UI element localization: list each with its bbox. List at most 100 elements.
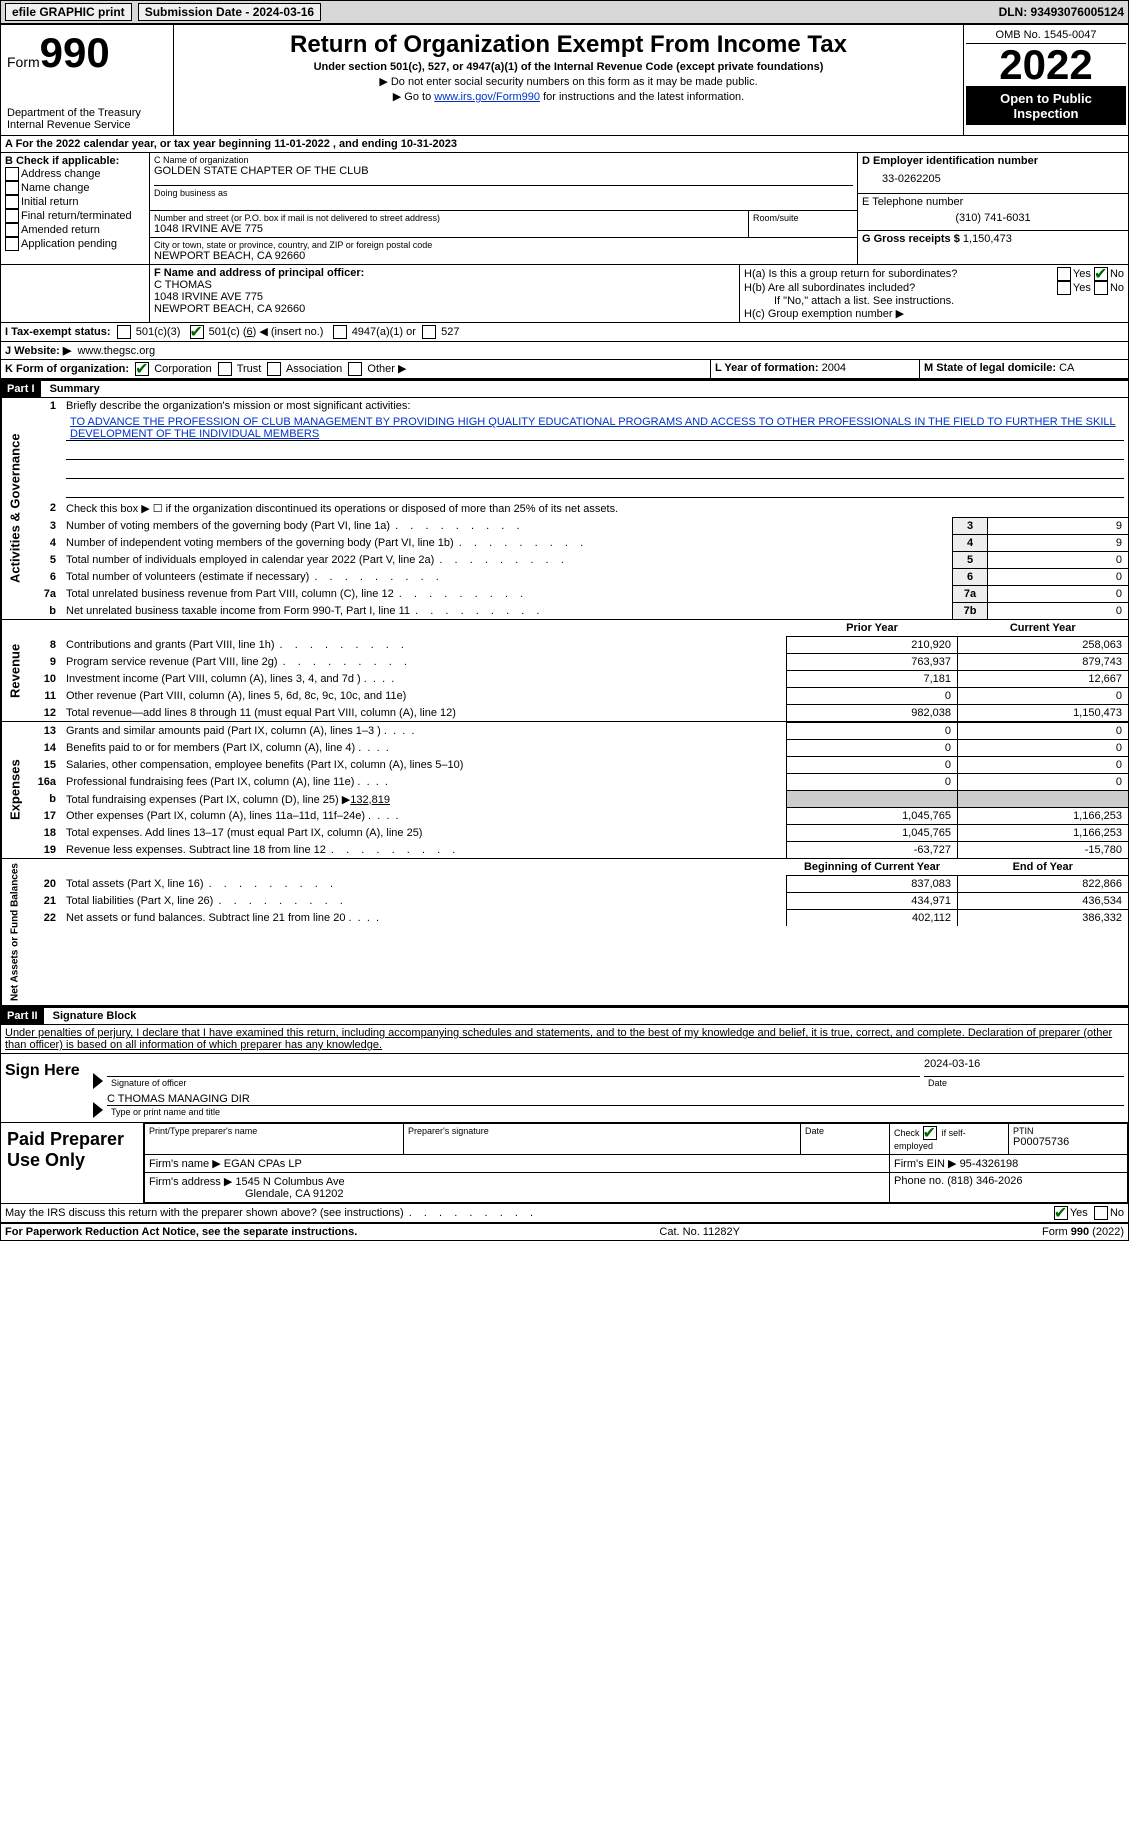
year-formation-label: L Year of formation:	[715, 362, 819, 374]
assoc-checkbox[interactable]	[267, 362, 281, 376]
officer-h-block: F Name and address of principal officer:…	[1, 265, 1128, 323]
submission-date-button[interactable]: Submission Date - 2024-03-16	[138, 3, 321, 21]
tax-exempt-label: I Tax-exempt status:	[5, 326, 111, 338]
website-row: J Website: ▶ www.thegsc.org	[1, 342, 1128, 360]
form-title: Return of Organization Exempt From Incom…	[180, 31, 957, 59]
dln-label: DLN: 93493076005124	[999, 5, 1124, 19]
corp-checkbox[interactable]	[135, 362, 149, 376]
l14-curr: 0	[958, 740, 1129, 757]
l20-text: Total assets (Part X, line 16)	[66, 878, 335, 890]
l9-curr: 879,743	[958, 654, 1129, 671]
l13-curr: 0	[958, 723, 1129, 740]
prep-check-pre: Check	[894, 1128, 920, 1138]
discuss-yes-checkbox[interactable]	[1054, 1206, 1068, 1220]
firm-ein-value: 95-4326198	[960, 1158, 1019, 1170]
firm-phone-label: Phone no.	[894, 1175, 944, 1187]
assoc-label: Association	[286, 363, 342, 375]
l16b-text: Total fundraising expenses (Part IX, col…	[66, 794, 350, 806]
501c-checkbox[interactable]	[190, 325, 204, 339]
initial-return-label: Initial return	[21, 196, 78, 208]
part-ii-header: Part II Signature Block	[1, 1006, 1128, 1025]
l14-prior: 0	[787, 740, 958, 757]
l11-text: Other revenue (Part VIII, column (A), li…	[66, 690, 406, 702]
discuss-text: May the IRS discuss this return with the…	[5, 1207, 1054, 1219]
527-checkbox[interactable]	[422, 325, 436, 339]
other-checkbox[interactable]	[348, 362, 362, 376]
footer-left: For Paperwork Reduction Act Notice, see …	[5, 1226, 357, 1238]
goto-note: ▶ Go to www.irs.gov/Form990 for instruct…	[180, 90, 957, 103]
addr-change-checkbox[interactable]	[5, 167, 19, 181]
l13-prior: 0	[787, 723, 958, 740]
klm-row: K Form of organization: Corporation Trus…	[1, 360, 1128, 379]
self-emp-checkbox[interactable]	[923, 1126, 937, 1140]
page-footer: For Paperwork Reduction Act Notice, see …	[1, 1223, 1128, 1240]
amended-return-checkbox[interactable]	[5, 223, 19, 237]
l15-text: Salaries, other compensation, employee b…	[66, 759, 463, 771]
box-b-header: B Check if applicable:	[5, 155, 145, 167]
4947-checkbox[interactable]	[333, 325, 347, 339]
ha-no: No	[1110, 268, 1124, 280]
l12-prior: 982,038	[787, 705, 958, 722]
tax-exempt-row: I Tax-exempt status: 501(c)(3) 501(c) (6…	[1, 323, 1128, 342]
trust-checkbox[interactable]	[218, 362, 232, 376]
l5-text: Total number of individuals employed in …	[66, 554, 566, 566]
l18-curr: 1,166,253	[958, 825, 1129, 842]
firm-name-label: Firm's name ▶	[149, 1158, 221, 1170]
l14-text: Benefits paid to or for members (Part IX…	[66, 742, 389, 754]
ha-label: H(a) Is this a group return for subordin…	[744, 268, 1057, 280]
l16a-prior: 0	[787, 774, 958, 791]
form-subtitle: Under section 501(c), 527, or 4947(a)(1)…	[180, 61, 957, 73]
l7a-value: 0	[988, 586, 1129, 603]
l10-prior: 7,181	[787, 671, 958, 688]
hb-label: H(b) Are all subordinates included?	[744, 282, 1057, 294]
net-assets-section: Net Assets or Fund Balances Beginning of…	[1, 859, 1128, 1006]
l16b-value: 132,819	[350, 794, 390, 806]
ein-value: 33-0262205	[862, 167, 1124, 191]
l11-prior: 0	[787, 688, 958, 705]
revenue-sidebar: Revenue	[1, 620, 28, 721]
l2-text: Check this box ▶ ☐ if the organization d…	[62, 500, 1128, 518]
l11-curr: 0	[958, 688, 1129, 705]
app-pending-label: Application pending	[21, 238, 117, 250]
footer-right: Form 990 (2022)	[1042, 1226, 1124, 1238]
ha-no-checkbox[interactable]	[1094, 267, 1108, 281]
ptin-label: PTIN	[1013, 1126, 1123, 1136]
ha-yes-checkbox[interactable]	[1057, 267, 1071, 281]
l18-prior: 1,045,765	[787, 825, 958, 842]
l16b-prior-shaded	[787, 791, 958, 808]
initial-return-checkbox[interactable]	[5, 195, 19, 209]
hb-yes-checkbox[interactable]	[1057, 281, 1071, 295]
form-org-label: K Form of organization:	[5, 363, 129, 375]
open-inspection: Open to Public Inspection	[966, 87, 1126, 125]
addr-change-label: Address change	[21, 168, 101, 180]
l8-prior: 210,920	[787, 637, 958, 654]
expenses-section: Expenses 13Grants and similar amounts pa…	[1, 722, 1128, 859]
gov-sidebar: Activities & Governance	[1, 398, 28, 619]
l21-curr: 436,534	[958, 893, 1129, 910]
ssn-note: Do not enter social security numbers on …	[180, 75, 957, 88]
beg-year-hdr: Beginning of Current Year	[787, 859, 958, 876]
l16a-text: Professional fundraising fees (Part IX, …	[66, 776, 388, 788]
discuss-no-checkbox[interactable]	[1094, 1206, 1108, 1220]
year-formation-value: 2004	[822, 362, 846, 374]
part-ii-title: Signature Block	[47, 1008, 143, 1024]
efile-print-button[interactable]: efile GRAPHIC print	[5, 3, 132, 21]
l10-curr: 12,667	[958, 671, 1129, 688]
app-pending-checkbox[interactable]	[5, 237, 19, 251]
preparer-block: Paid Preparer Use Only Print/Type prepar…	[1, 1123, 1128, 1204]
gov-section: Activities & Governance 1Briefly describ…	[1, 398, 1128, 620]
firm-addr-label: Firm's address ▶	[149, 1176, 232, 1188]
end-year-hdr: End of Year	[958, 859, 1129, 876]
irs-link[interactable]: www.irs.gov/Form990	[434, 91, 540, 103]
l21-prior: 434,971	[787, 893, 958, 910]
501c3-checkbox[interactable]	[117, 325, 131, 339]
527-label: 527	[441, 326, 459, 338]
name-change-checkbox[interactable]	[5, 181, 19, 195]
firm-addr2: Glendale, CA 91202	[245, 1188, 343, 1200]
hb-no-checkbox[interactable]	[1094, 281, 1108, 295]
discuss-yes: Yes	[1070, 1207, 1088, 1219]
l19-text: Revenue less expenses. Subtract line 18 …	[66, 844, 457, 856]
l18-text: Total expenses. Add lines 13–17 (must eq…	[66, 827, 422, 839]
tax-year: 2022	[966, 44, 1126, 87]
final-return-checkbox[interactable]	[5, 209, 19, 223]
